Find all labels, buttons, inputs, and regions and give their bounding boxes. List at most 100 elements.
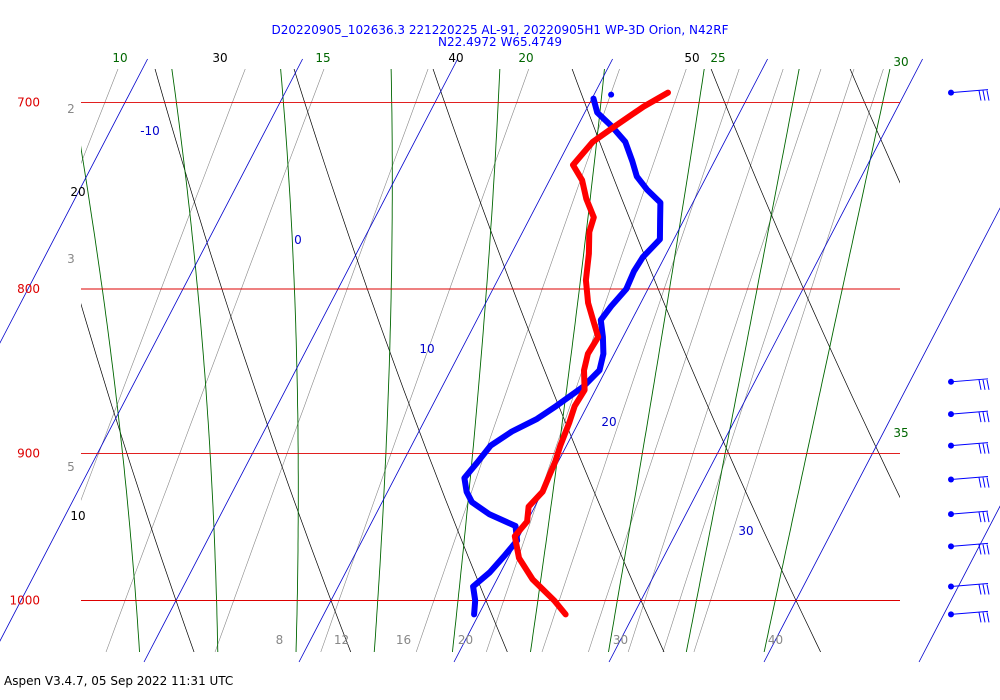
- wind-barb-feather: [986, 612, 990, 623]
- dewpoint-point: [608, 91, 615, 98]
- isotherm-label: 10: [419, 342, 434, 356]
- chart-title-line1: D20220905_102636.3 221220225 AL-91, 2022…: [271, 23, 728, 37]
- moist-adiabat-line: [451, 69, 501, 652]
- isotherm-line: [0, 58, 303, 642]
- isotherm-label: 0: [294, 233, 302, 247]
- wind-barb: [948, 510, 990, 523]
- dry-adiabat-line: [900, 0, 1000, 682]
- wind-barb: [948, 89, 990, 101]
- moist-adiabat-label: 25: [710, 51, 725, 65]
- isobar-label: 700: [17, 96, 40, 110]
- isotherm-line: [298, 58, 613, 663]
- chart-title-line2: N22.4972 W65.4749: [438, 35, 562, 49]
- mixing-ratio-line: [627, 69, 822, 652]
- mixing-ratio-line: [105, 69, 325, 652]
- wind-barb-staff: [950, 410, 989, 415]
- isotherm-line: [0, 58, 148, 344]
- isotherm-line: [143, 58, 458, 663]
- wind-barb-feather: [978, 379, 982, 390]
- dry-adiabat-line: [432, 69, 665, 652]
- wind-barb: [948, 610, 990, 623]
- wind-barb-feather: [982, 477, 986, 488]
- wind-barb: [948, 582, 990, 595]
- temperature-tick-label: 20: [458, 633, 473, 647]
- temperature-tick-label: 16: [396, 633, 411, 647]
- mixing-ratio-line: [693, 69, 884, 652]
- dry-adiabat-line: [571, 69, 821, 652]
- moist-adiabat-line: [81, 145, 140, 652]
- footer-text: Aspen V3.4.7, 05 Sep 2022 11:31 UTC: [4, 674, 234, 688]
- dry-adiabat-line: [154, 69, 352, 652]
- isotherm-line: [608, 58, 923, 663]
- wind-barb-staff: [950, 89, 989, 94]
- temperature-profile: [511, 89, 671, 618]
- wind-barb-feather: [982, 379, 986, 390]
- dry-adiabat-label: 50: [684, 51, 699, 65]
- moist-adiabat-label: 20: [518, 51, 533, 65]
- moist-adiabat-line: [763, 69, 891, 652]
- mixing-ratio-line: [662, 69, 855, 652]
- isobar-label: 1000: [9, 594, 40, 608]
- moist-adiabat-line: [608, 69, 705, 652]
- temperature-tick-label: 40: [768, 633, 783, 647]
- moist-adiabat-label: 10: [112, 51, 127, 65]
- wind-barb-feather: [982, 411, 986, 423]
- wind-barb-staff: [950, 442, 989, 447]
- mixing-ratio-line: [588, 69, 784, 652]
- wind-barb-feather: [986, 544, 990, 555]
- moist-adiabat-label: 15: [315, 51, 330, 65]
- wind-barb: [948, 410, 990, 423]
- isotherm-line: [453, 58, 768, 663]
- wind-barb-feather: [982, 584, 986, 595]
- dry-adiabat-label: 20: [70, 185, 85, 199]
- wind-barb-feather: [986, 90, 990, 101]
- isobar-label: 800: [17, 282, 40, 296]
- wind-barb-feather: [986, 584, 990, 595]
- wind-barb-staff: [950, 476, 989, 481]
- dry-adiabat-label: 40: [448, 51, 463, 65]
- wind-barb-staff: [950, 610, 989, 615]
- mixing-ratio-label: 2: [67, 102, 75, 116]
- isotherm-line: [763, 207, 1000, 663]
- wind-barb-feather: [982, 612, 986, 623]
- moist-adiabat-label: 35: [893, 426, 908, 440]
- dry-adiabat-line: [710, 69, 900, 499]
- wind-barb-feather: [978, 411, 982, 423]
- isotherm-label: 30: [738, 524, 753, 538]
- dry-adiabat-line: [81, 303, 195, 652]
- mixing-ratio-line: [541, 69, 740, 652]
- wind-barb-feather: [978, 443, 982, 454]
- wind-barb-feather: [978, 90, 982, 101]
- wind-barb-staff: [950, 378, 989, 383]
- wind-barb-feather: [982, 544, 986, 555]
- isotherm-line: [918, 505, 1000, 663]
- isobar-label: 900: [17, 446, 40, 460]
- wind-barb-feather: [986, 477, 990, 488]
- wind-barb: [948, 542, 990, 555]
- wind-barb: [948, 476, 990, 488]
- mixing-ratio-line: [415, 69, 620, 652]
- dry-adiabat-label: 10: [70, 509, 85, 523]
- wind-barb-feather: [986, 443, 990, 454]
- wind-barb-staff: [950, 510, 989, 515]
- wind-barb-feather: [982, 443, 986, 454]
- moist-adiabat-line: [373, 69, 393, 652]
- dry-adiabat-line: [293, 69, 508, 652]
- wind-barb-feather: [978, 544, 982, 555]
- moist-adiabat-line: [280, 69, 299, 652]
- isotherm-label: 20: [601, 415, 616, 429]
- wind-barb-feather: [986, 411, 990, 423]
- temperature-tick-label: 8: [276, 633, 284, 647]
- moist-adiabat-label: 30: [893, 55, 908, 69]
- mixing-ratio-label: 5: [67, 460, 75, 474]
- mixing-ratio-label: 3: [67, 252, 75, 266]
- moist-adiabat-line: [685, 69, 800, 652]
- wind-barb-staff: [950, 542, 989, 547]
- wind-barb-feather: [982, 90, 986, 101]
- wind-barb-feather: [982, 512, 986, 523]
- temperature-tick-label: 30: [613, 633, 628, 647]
- temperature-tick-label: 12: [334, 633, 349, 647]
- wind-barb-staff: [950, 582, 989, 587]
